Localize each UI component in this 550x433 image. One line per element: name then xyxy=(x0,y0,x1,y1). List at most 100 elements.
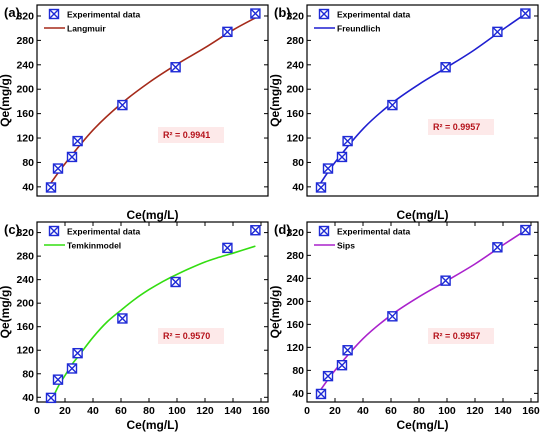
legend-label: Experimental data xyxy=(337,10,410,20)
r2-box xyxy=(428,119,494,135)
y-axis-label: Qe(mg/g) xyxy=(0,74,12,127)
marker-cross xyxy=(222,26,233,37)
y-tick-label: 120 xyxy=(16,133,34,145)
y-tick-label: 280 xyxy=(16,251,34,263)
r2-box xyxy=(158,328,224,344)
y-tick-label: 40 xyxy=(22,392,34,404)
marker-cross xyxy=(387,100,398,111)
r2-label: R² = 0.9957 xyxy=(433,122,480,132)
data-point xyxy=(222,26,233,38)
r2-box xyxy=(428,328,494,344)
data-point xyxy=(66,151,78,163)
legend-label: Experimental data xyxy=(337,227,410,237)
marker-cross xyxy=(250,225,261,236)
panel-label: (a) xyxy=(4,5,20,20)
data-point xyxy=(250,225,261,236)
marker-cross xyxy=(67,363,77,374)
legend: Experimental data Freundlich xyxy=(314,8,410,34)
data-point xyxy=(520,8,531,19)
marker-cross xyxy=(117,313,128,324)
marker-cross xyxy=(520,8,531,19)
panel-0: 40 80 120 160 200 240 280 320 Ce(mg/L) Qe(mg/g) (a… xyxy=(0,4,269,222)
fit-curve xyxy=(317,12,528,188)
legend: Experimental data Temkinmodel xyxy=(44,225,140,251)
data-point xyxy=(66,363,78,374)
data-point xyxy=(387,99,398,111)
data-point xyxy=(117,99,128,111)
marker-cross xyxy=(323,371,333,382)
r2-label: R² = 0.9957 xyxy=(433,331,480,341)
marker-cross xyxy=(337,151,347,162)
panel-2: 40 80 120 160 200 240 280 320 0 20 40 60 80 100 120 140… xyxy=(0,221,270,432)
panel-3: 40 80 120 160 200 240 280 320 0 20 40 60 80 100 120 140… xyxy=(268,221,540,432)
x-tick-label: 100 xyxy=(168,405,186,417)
x-tick-label: 140 xyxy=(494,405,512,417)
y-tick-label: 320 xyxy=(286,10,304,22)
marker-cross xyxy=(319,9,329,19)
marker-cross xyxy=(53,163,63,174)
x-axis-label: Ce(mg/L) xyxy=(397,418,449,432)
legend-label: Temkinmodel xyxy=(67,241,121,251)
y-tick-label: 320 xyxy=(16,227,34,239)
x-tick-label: 20 xyxy=(59,405,71,417)
y-tick-label: 160 xyxy=(286,108,304,120)
x-axis-label: Ce(mg/L) xyxy=(397,208,449,222)
fit-curve xyxy=(317,228,528,394)
y-tick-label: 160 xyxy=(16,321,34,333)
y-tick-label: 280 xyxy=(286,250,304,262)
x-tick-label: 40 xyxy=(357,405,369,417)
panel-label: (c) xyxy=(4,222,20,237)
legend-marker xyxy=(48,8,60,20)
legend: Experimental data Sips xyxy=(314,225,410,251)
y-tick-label: 320 xyxy=(286,227,304,239)
x-tick-label: 60 xyxy=(385,405,397,417)
y-axis-label: Qe(mg/g) xyxy=(268,74,282,127)
marker-cross xyxy=(170,277,181,287)
plot-frame xyxy=(306,221,539,403)
data-point xyxy=(322,163,334,174)
marker-cross xyxy=(53,374,63,385)
x-tick-label: 80 xyxy=(413,405,425,417)
r2-label: R² = 0.9570 xyxy=(163,331,210,341)
y-tick-label: 240 xyxy=(16,59,34,71)
y-axis-label: Qe(mg/g) xyxy=(0,286,12,339)
y-tick-label: 280 xyxy=(16,35,34,47)
data-point xyxy=(52,163,64,174)
x-tick-label: 160 xyxy=(252,405,270,417)
marker-cross xyxy=(222,242,233,253)
legend-marker xyxy=(48,225,60,237)
x-tick-label: 0 xyxy=(304,405,310,417)
y-tick-label: 160 xyxy=(286,319,304,331)
y-tick-label: 80 xyxy=(292,365,304,377)
panel-1: 40 80 120 160 200 240 280 320 Ce(mg/L) Qe(mg/g) (b… xyxy=(268,4,539,222)
marker-cross xyxy=(342,136,353,147)
y-tick-label: 40 xyxy=(22,181,34,193)
data-point xyxy=(322,370,334,382)
x-axis-label: Ce(mg/L) xyxy=(127,208,179,222)
plot-frame xyxy=(306,4,539,197)
marker-cross xyxy=(46,182,56,193)
data-point xyxy=(72,347,83,359)
marker-cross xyxy=(387,311,398,322)
marker-cross xyxy=(323,163,333,174)
x-tick-label: 20 xyxy=(329,405,341,417)
marker-cross xyxy=(520,225,531,236)
x-tick-label: 120 xyxy=(196,405,214,417)
marker-cross xyxy=(337,360,347,371)
x-tick-label: 160 xyxy=(522,405,540,417)
marker-cross xyxy=(250,8,261,19)
marker-cross xyxy=(67,151,77,162)
y-tick-label: 240 xyxy=(16,274,34,286)
marker-cross xyxy=(316,182,326,193)
y-tick-label: 240 xyxy=(286,273,304,285)
y-tick-label: 120 xyxy=(286,342,304,354)
marker-cross xyxy=(440,275,451,286)
legend-label: Freundlich xyxy=(337,24,380,34)
data-point xyxy=(45,182,57,193)
data-point xyxy=(45,392,57,404)
fit-curve xyxy=(50,245,256,403)
x-tick-label: 120 xyxy=(466,405,484,417)
y-axis-label: Qe(mg/g) xyxy=(268,286,282,339)
legend-label: Langmuir xyxy=(67,24,106,34)
